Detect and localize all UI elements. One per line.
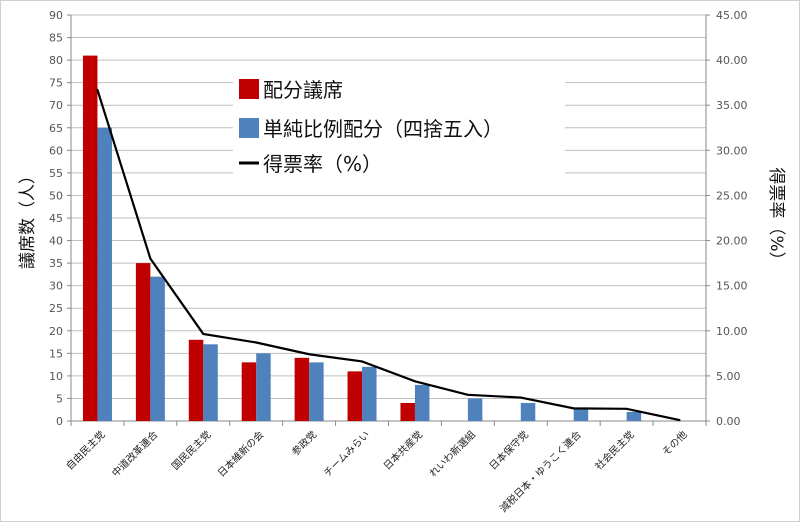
left-axis-title: 議席数（人） [18, 167, 38, 269]
vote-share-point [361, 360, 364, 363]
category-label: チームみらい [321, 429, 372, 480]
legend-swatch [239, 118, 259, 138]
bar-allocated-seats [294, 357, 310, 421]
vote-share-point [625, 407, 628, 410]
category-label: 社会民主党 [592, 428, 637, 473]
right-tick-label: 15.00 [716, 280, 748, 293]
bar-proportional-seats [150, 276, 165, 421]
right-tick-label: 10.00 [716, 325, 748, 338]
vote-share-point [202, 332, 205, 335]
right-tick-label: 30.00 [716, 144, 748, 157]
left-tick-label: 50 [49, 189, 63, 202]
left-tick-label: 25 [49, 302, 63, 315]
right-axis-title: 得票率（%） [766, 167, 786, 268]
bar-proportional-seats [256, 353, 271, 421]
bar-proportional-seats [309, 362, 324, 421]
bar-proportional-seats [573, 407, 589, 421]
category-label: 減税日本・ゆうこく連合 [497, 428, 584, 515]
left-tick-label: 70 [49, 99, 63, 112]
left-tick-label: 10 [49, 370, 63, 383]
bar-proportional-seats [362, 366, 377, 421]
bar-allocated-seats [241, 362, 257, 421]
bar-proportional-seats [203, 344, 218, 421]
bar-proportional-seats [414, 384, 430, 421]
vote-share-point [678, 419, 681, 422]
vote-share-line [96, 89, 680, 422]
left-tick-label: 5 [56, 392, 63, 405]
left-tick-label: 85 [49, 32, 63, 45]
left-tick-label: 55 [49, 167, 63, 180]
category-label: 日本保守党 [486, 428, 531, 473]
legend-label: 単純比例配分（四捨五入） [263, 117, 503, 141]
vote-share-point [96, 88, 99, 91]
left-tick-label: 15 [49, 347, 63, 360]
bar-proportional-seats [520, 402, 536, 421]
bar-proportional-seats [467, 398, 483, 421]
vote-share-point [255, 341, 258, 344]
category-label: れいわ新選組 [426, 428, 478, 480]
vote-share-point [413, 380, 416, 383]
left-tick-label: 35 [49, 257, 63, 270]
bar-allocated-seats [135, 263, 151, 421]
right-tick-label: 0.00 [716, 415, 741, 428]
legend-label: 得票率（%） [263, 152, 382, 176]
category-label: その他 [659, 428, 689, 458]
category-label: 参政党 [289, 428, 319, 458]
bar-allocated-seats [82, 55, 98, 421]
left-tick-label: 60 [49, 144, 63, 157]
left-tick-label: 80 [49, 54, 63, 67]
vote-share-point [466, 393, 469, 396]
vote-share-point [519, 396, 522, 399]
bar-allocated-seats [400, 402, 415, 421]
category-label: 日本共産党 [381, 428, 426, 473]
right-tick-label: 25.00 [716, 189, 748, 202]
legend-box [233, 69, 565, 187]
right-tick-label: 45.00 [716, 9, 748, 22]
bar-allocated-seats [188, 339, 204, 421]
left-tick-label: 65 [49, 122, 63, 135]
category-label: 自由民主党 [63, 428, 108, 473]
right-tick-label: 35.00 [716, 99, 748, 112]
vote-share-point [308, 353, 311, 356]
right-tick-label: 40.00 [716, 54, 748, 67]
left-tick-label: 0 [56, 415, 63, 428]
bar-allocated-seats [347, 371, 363, 421]
left-tick-label: 45 [49, 212, 63, 225]
right-tick-label: 20.00 [716, 235, 748, 248]
legend-swatch [239, 79, 259, 99]
left-tick-label: 40 [49, 235, 63, 248]
category-label: 日本維新の会 [215, 428, 267, 480]
left-tick-label: 20 [49, 325, 63, 338]
vote-share-point [149, 257, 152, 260]
category-label: 中道改革連合 [109, 428, 161, 480]
right-tick-label: 5.00 [716, 370, 741, 383]
legend-label: 配分議席 [263, 78, 343, 102]
left-tick-label: 30 [49, 280, 63, 293]
vote-share-point [572, 407, 575, 410]
left-tick-label: 90 [49, 9, 63, 22]
bar-proportional-seats [97, 127, 112, 422]
bar-proportional-seats [626, 411, 642, 421]
category-label: 国民民主党 [169, 428, 214, 473]
left-tick-label: 75 [49, 77, 63, 90]
